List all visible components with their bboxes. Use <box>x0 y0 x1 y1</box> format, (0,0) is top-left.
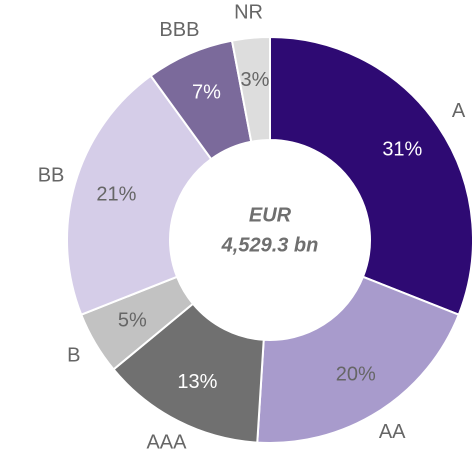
value-label: 20% <box>336 363 376 385</box>
center-label: 4,529.3 bn <box>221 234 319 256</box>
category-label: AAA <box>146 431 187 453</box>
segment <box>269 35 472 317</box>
segment <box>256 275 461 444</box>
segment <box>230 35 271 143</box>
center-label: EUR <box>249 204 292 226</box>
value-label: 5% <box>118 310 147 332</box>
value-label: 7% <box>192 81 221 103</box>
category-label: BBB <box>159 19 199 41</box>
value-label: 3% <box>240 69 269 91</box>
category-label: BB <box>38 165 65 187</box>
category-label: B <box>67 344 80 366</box>
category-label: NR <box>234 1 263 23</box>
value-label: 31% <box>382 138 422 160</box>
category-label: A <box>452 100 466 122</box>
segment <box>66 74 213 317</box>
category-label: AA <box>379 421 406 443</box>
value-label: 13% <box>177 371 217 393</box>
value-label: 21% <box>96 184 136 206</box>
